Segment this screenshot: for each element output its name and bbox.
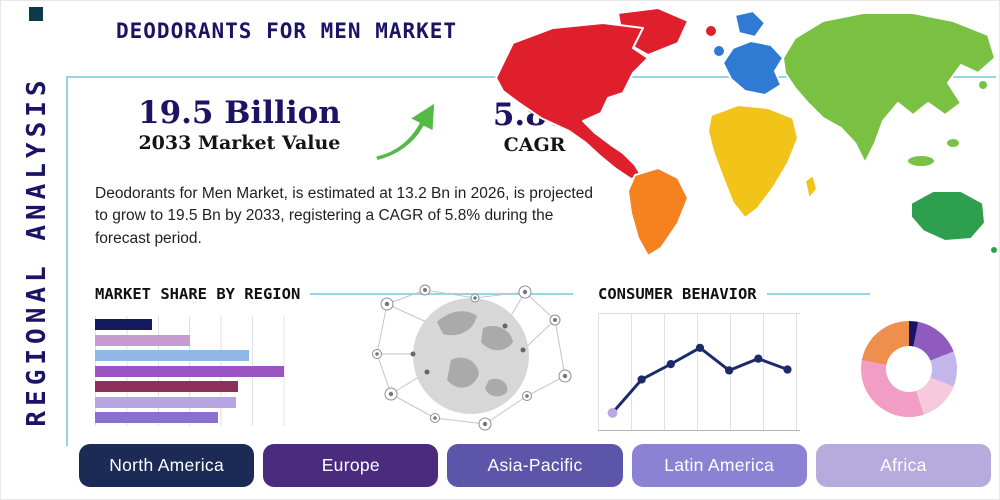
market-share-bar-3 xyxy=(95,365,285,377)
map-europe xyxy=(722,40,784,96)
donut-hole xyxy=(886,346,932,392)
line-chart-title: CONSUMER BEHAVIOR xyxy=(598,285,757,303)
market-share-bar-0 xyxy=(95,319,153,330)
line-chart-heading-row: CONSUMER BEHAVIOR xyxy=(598,285,870,303)
region-tab-north-america[interactable]: North America xyxy=(79,444,255,487)
map-iceland xyxy=(704,24,718,38)
line-marker-6 xyxy=(783,365,792,374)
cagr-label: CAGR xyxy=(503,134,566,157)
region-tabs: North America Europe Asia-Pacific Latin Ame… xyxy=(79,444,992,487)
market-value-stat: 19.5 Billion 2033 Market Value xyxy=(138,96,341,154)
consumer-line-svg xyxy=(607,343,792,418)
regional-donut-chart xyxy=(861,321,957,417)
globe-network-svg xyxy=(372,284,572,431)
map-europe-scandinavia xyxy=(734,10,766,38)
globe-continents xyxy=(437,311,513,397)
side-vertical-title: REGIONAL ANALYSIS xyxy=(22,75,52,427)
line-marker-4 xyxy=(725,366,734,375)
map-philippines xyxy=(945,137,961,149)
market-value: 19.5 Billion xyxy=(138,95,341,131)
growth-arrow-icon xyxy=(373,100,437,163)
line-marker-0 xyxy=(607,408,618,418)
bar-chart-heading-row: MARKET SHARE BY REGION xyxy=(95,285,573,303)
bar-chart-title: MARKET SHARE BY REGION xyxy=(95,285,301,303)
line-marker-3 xyxy=(695,343,705,352)
consumer-behavior-line-chart xyxy=(598,313,800,431)
market-description: Deodorants for Men Market, is estimated … xyxy=(95,185,593,247)
heading-rule xyxy=(310,293,573,295)
line-marker-2 xyxy=(666,359,675,369)
map-indonesia xyxy=(906,154,936,168)
market-share-bar-1 xyxy=(95,334,190,346)
map-asia xyxy=(782,12,996,164)
map-new-zealand xyxy=(989,245,999,255)
line-marker-5 xyxy=(754,354,763,363)
market-share-bar-6 xyxy=(95,412,219,423)
market-share-bar-4 xyxy=(95,381,238,392)
world-map xyxy=(483,3,999,261)
map-australia xyxy=(910,190,986,242)
map-africa xyxy=(707,104,799,219)
market-share-bar-chart xyxy=(95,316,315,426)
line-marker-1 xyxy=(637,375,646,384)
region-tab-asia-pacific[interactable]: Asia-Pacific xyxy=(447,444,623,487)
map-madagascar xyxy=(804,174,818,200)
region-tab-africa[interactable]: Africa xyxy=(815,444,992,487)
market-share-bar-2 xyxy=(95,350,249,361)
map-uk xyxy=(712,44,726,58)
globe-network-illustration xyxy=(365,276,577,438)
region-tab-latin-america[interactable]: Latin America xyxy=(631,444,807,487)
network-nodes xyxy=(372,284,572,431)
page-title: DEODORANTS FOR MEN MARKET xyxy=(116,19,458,43)
map-japan xyxy=(977,79,989,91)
market-share-bar-5 xyxy=(95,396,236,408)
region-tab-europe[interactable]: Europe xyxy=(263,444,439,487)
market-value-label: 2033 Market Value xyxy=(138,132,341,155)
corner-accent-square xyxy=(29,7,43,21)
map-north-america xyxy=(495,22,649,180)
map-south-america xyxy=(627,167,689,257)
world-map-svg xyxy=(495,7,999,257)
heading-rule xyxy=(766,293,870,295)
